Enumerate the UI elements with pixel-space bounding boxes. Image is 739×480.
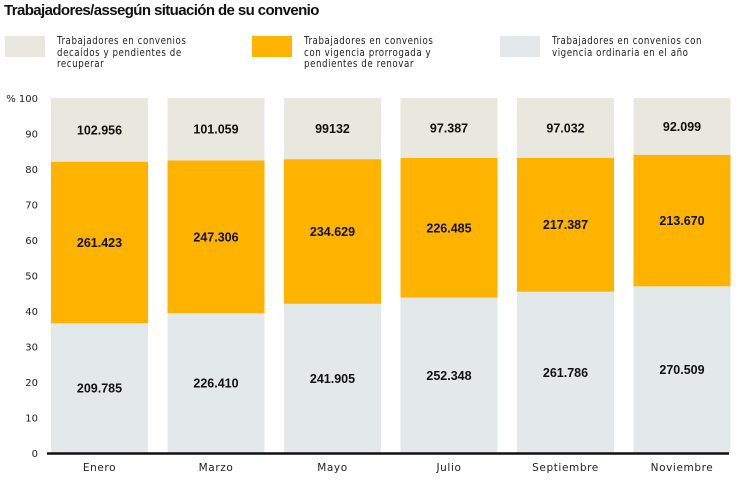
- bar-segment: [284, 159, 381, 304]
- legend-swatch-ordinaria: [500, 36, 540, 57]
- y-tick-label: 60: [25, 236, 38, 247]
- y-tick-label: 10: [25, 414, 38, 425]
- y-tick-label: 30: [25, 343, 38, 354]
- x-tick-label: Septiembre: [532, 462, 599, 474]
- data-label: 97.387: [430, 121, 468, 135]
- legend-item-decaidos: Trabajadores en convenios decaídos y pen…: [5, 35, 198, 71]
- legend-label-prorrogada: Trabajadores en convenios con vigencia p…: [304, 35, 434, 70]
- bar-segment: [633, 154, 731, 287]
- data-label: 252.348: [426, 369, 471, 383]
- data-label: 102.956: [77, 123, 122, 137]
- bar-segment: [400, 297, 498, 453]
- chart-title: Trabajadores/assegún situación de su con…: [4, 2, 319, 19]
- y-tick-label: 50: [25, 272, 38, 283]
- bar-segment: [517, 291, 614, 453]
- bar-segment: [284, 98, 381, 160]
- data-label: 209.785: [77, 382, 122, 396]
- data-label: 261.786: [543, 366, 588, 380]
- data-label: 270.509: [659, 363, 704, 377]
- data-label: 92.099: [663, 120, 701, 134]
- legend-label-ordinaria: Trabajadores en convenios con vigencia o…: [552, 35, 703, 59]
- legend-swatch-prorrogada: [252, 36, 292, 57]
- legend-swatch-decaidos: [5, 36, 45, 57]
- data-label: 226.485: [426, 221, 471, 235]
- bar-segment: [167, 98, 265, 161]
- y-tick-label: 0: [32, 449, 38, 460]
- data-label: 97.032: [546, 121, 584, 135]
- data-label: 99132: [315, 122, 350, 136]
- data-label: 101.059: [193, 123, 238, 137]
- y-tick-label: 90: [25, 130, 38, 141]
- bar-segment: [167, 160, 265, 314]
- x-tick-label: Enero: [83, 462, 116, 474]
- y-tick-label: 70: [25, 201, 38, 212]
- y-tick-label: % 100: [6, 94, 38, 105]
- y-tick-label: 80: [25, 165, 38, 176]
- bar-segment: [51, 98, 148, 162]
- data-label: 226.410: [193, 377, 238, 391]
- data-label: 234.629: [310, 225, 355, 239]
- data-label: 261.423: [77, 236, 122, 250]
- bar-segment: [517, 98, 614, 158]
- x-tick-label: Julio: [435, 462, 461, 474]
- bar-segment: [400, 157, 498, 298]
- legend-item-ordinaria: Trabajadores en convenios con vigencia o…: [500, 35, 715, 59]
- y-tick-label: 40: [25, 307, 38, 318]
- x-tick-label: Noviembre: [651, 462, 714, 474]
- bar-segment: [51, 161, 148, 324]
- data-label: 241.905: [310, 372, 355, 386]
- data-label: 247.306: [193, 230, 238, 244]
- bar-segment: [167, 313, 265, 453]
- x-tick-label: Mayo: [317, 462, 348, 474]
- data-label: 213.670: [659, 214, 704, 228]
- bar-segment: [633, 98, 731, 155]
- bar-segment: [400, 98, 498, 158]
- bar-segment: [633, 286, 731, 453]
- data-label: 217.387: [543, 218, 588, 232]
- x-tick-label: Marzo: [199, 462, 234, 474]
- bar-segment: [517, 157, 614, 292]
- y-tick-label: 20: [25, 378, 38, 389]
- legend-label-decaidos: Trabajadores en convenios decaídos y pen…: [57, 35, 187, 70]
- bar-segment: [51, 323, 148, 453]
- legend-item-prorrogada: Trabajadores en convenios con vigencia p…: [252, 35, 445, 71]
- bar-segment: [284, 303, 381, 453]
